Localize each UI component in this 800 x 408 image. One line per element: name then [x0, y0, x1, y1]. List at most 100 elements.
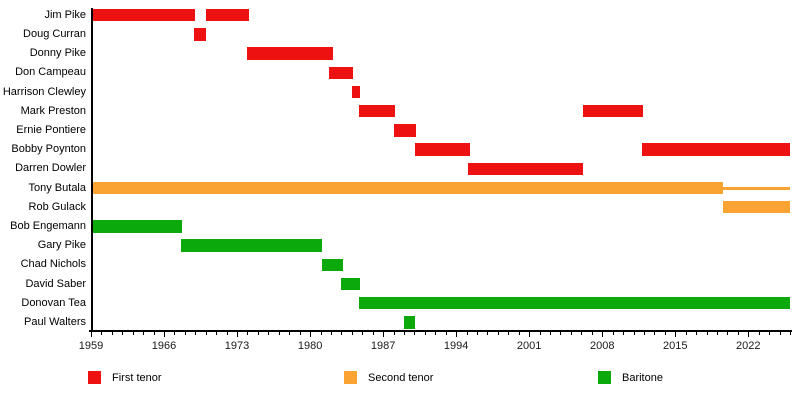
x-axis-major-tick	[602, 331, 604, 337]
x-tick-label-1994: 1994	[443, 340, 469, 352]
x-axis-minor-tick	[341, 331, 343, 335]
x-axis-minor-tick	[132, 331, 134, 335]
row-label-don-campeau: Don Campeau	[15, 66, 86, 79]
x-axis-minor-tick	[299, 331, 301, 335]
row-label-david-saber: David Saber	[25, 277, 86, 290]
x-axis-major-tick	[164, 331, 166, 337]
row-label-mark-preston: Mark Preston	[20, 104, 86, 117]
timeline-bar-ernie-pontiere-0	[393, 124, 417, 137]
legend-swatch-second-tenor	[344, 371, 357, 384]
timeline-bar-paul-walters-0	[403, 316, 416, 329]
legend-item-second-tenor: Second tenor	[344, 371, 433, 384]
row-label-rob-gulack: Rob Gulack	[28, 200, 86, 213]
x-axis-minor-tick	[769, 331, 771, 335]
x-axis-minor-tick	[696, 331, 698, 335]
x-axis-minor-tick	[727, 331, 729, 335]
x-axis-minor-tick	[790, 331, 791, 335]
timeline-bar-donny-pike-0	[247, 47, 334, 60]
row-label-gary-pike: Gary Pike	[37, 239, 86, 252]
x-axis-minor-tick	[550, 331, 552, 335]
x-axis-minor-tick	[445, 331, 447, 335]
x-axis-major-tick	[237, 331, 239, 337]
timeline-bar-gary-pike-0	[180, 239, 322, 252]
x-axis-minor-tick	[466, 331, 468, 335]
x-axis-minor-tick	[320, 331, 322, 335]
x-axis-minor-tick	[685, 331, 687, 335]
x-tick-label-1959: 1959	[78, 340, 104, 352]
x-axis-minor-tick	[758, 331, 760, 335]
x-axis-major-tick	[748, 331, 750, 337]
x-tick-label-2001: 2001	[516, 340, 542, 352]
x-axis-minor-tick	[664, 331, 666, 335]
x-tick-label-2015: 2015	[662, 340, 688, 352]
x-axis-minor-tick	[435, 331, 437, 335]
x-axis-minor-tick	[205, 331, 207, 335]
x-axis-minor-tick	[111, 331, 113, 335]
x-axis-minor-tick	[560, 331, 562, 335]
legend-swatch-first-tenor	[88, 371, 101, 384]
x-axis-minor-tick	[184, 331, 186, 335]
x-axis-minor-tick	[424, 331, 426, 335]
timeline-bar-bobby-poynton-0	[415, 143, 470, 156]
x-axis-minor-tick	[393, 331, 395, 335]
legend-item-baritone: Baritone	[598, 371, 663, 384]
x-axis-minor-tick	[330, 331, 332, 335]
x-axis-minor-tick	[706, 331, 708, 335]
x-axis-major-tick	[91, 331, 92, 337]
x-axis-major-tick	[383, 331, 385, 337]
row-label-bobby-poynton: Bobby Poynton	[11, 143, 86, 156]
x-axis-minor-tick	[195, 331, 197, 335]
timeline-bar-tony-butala-0	[91, 181, 724, 195]
row-label-paul-walters: Paul Walters	[24, 315, 86, 328]
x-axis-minor-tick	[351, 331, 353, 335]
x-axis-minor-tick	[737, 331, 739, 335]
x-axis-major-tick	[675, 331, 677, 337]
x-tick-label-2008: 2008	[589, 340, 615, 352]
legend-label-baritone: Baritone	[622, 371, 663, 384]
timeline-bar-harrison-clewley-0	[351, 85, 361, 99]
timeline-bar-tony-butala-1	[723, 186, 790, 190]
row-label-ernie-pontiere: Ernie Pontiere	[16, 123, 86, 136]
timeline-bar-doug-curran-0	[194, 28, 206, 41]
row-label-tony-butala: Tony Butala	[28, 181, 86, 194]
row-label-doug-curran: Doug Curran	[23, 27, 86, 40]
x-axis-minor-tick	[633, 331, 635, 335]
x-axis	[89, 330, 792, 332]
timeline-bar-darren-dowler-0	[467, 162, 584, 176]
x-axis-minor-tick	[716, 331, 718, 335]
x-axis-minor-tick	[289, 331, 291, 335]
x-axis-minor-tick	[612, 331, 614, 335]
x-axis-minor-tick	[539, 331, 541, 335]
x-axis-minor-tick	[508, 331, 510, 335]
x-axis-minor-tick	[372, 331, 374, 335]
x-axis-minor-tick	[591, 331, 593, 335]
x-tick-label-2022: 2022	[736, 340, 761, 352]
x-axis-minor-tick	[101, 331, 103, 335]
x-axis-minor-tick	[257, 331, 259, 335]
x-axis-minor-tick	[581, 331, 583, 335]
x-axis-minor-tick	[226, 331, 228, 335]
x-axis-minor-tick	[779, 331, 781, 335]
timeline-bar-jim-pike-1	[205, 8, 249, 22]
x-axis-minor-tick	[623, 331, 625, 335]
x-axis-minor-tick	[414, 331, 416, 335]
row-label-harrison-clewley: Harrison Clewley	[2, 85, 86, 98]
x-axis-minor-tick	[497, 331, 499, 335]
timeline-bar-jim-pike-0	[91, 8, 196, 22]
x-axis-major-tick	[529, 331, 531, 337]
x-axis-minor-tick	[487, 331, 489, 335]
row-label-donny-pike: Donny Pike	[29, 47, 86, 60]
row-label-jim-pike: Jim Pike	[44, 8, 86, 21]
timeline-bar-donovan-tea-0	[359, 296, 790, 310]
x-axis-minor-tick	[153, 331, 155, 335]
x-axis-minor-tick	[518, 331, 520, 335]
row-label-donovan-tea: Donovan Tea	[21, 296, 86, 309]
legend-label-second-tenor: Second tenor	[368, 371, 434, 384]
y-axis	[91, 8, 93, 332]
x-axis-minor-tick	[643, 331, 645, 335]
legend-label-first-tenor: First tenor	[112, 371, 162, 384]
x-axis-minor-tick	[247, 331, 249, 335]
legend-item-first-tenor: First tenor	[88, 371, 162, 384]
timeline-bar-david-saber-0	[341, 277, 361, 291]
